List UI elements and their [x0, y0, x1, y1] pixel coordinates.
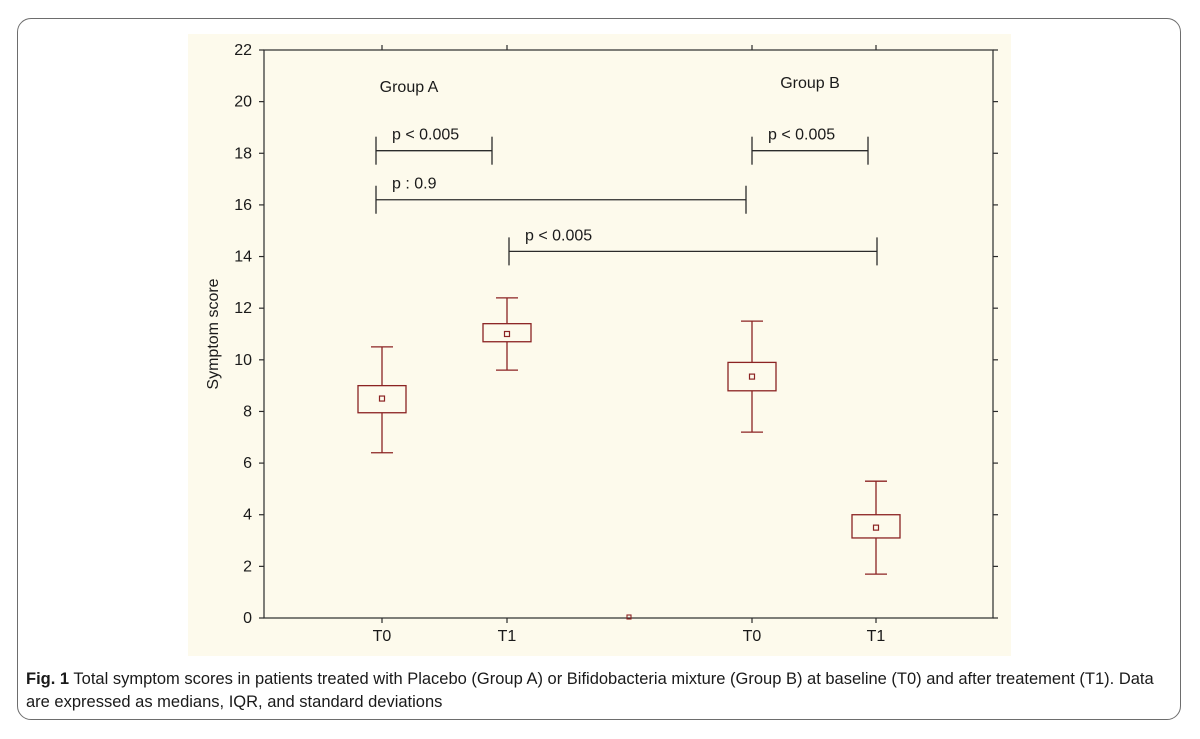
group-a-label: Group A	[380, 79, 439, 96]
y-tick-label: 10	[234, 352, 252, 369]
comparison-brackets: p < 0.005 p < 0.005 p : 0.9 p < 0.005	[375, 127, 878, 266]
y-tick-label: 12	[234, 300, 252, 317]
y-tick-label: 18	[234, 145, 252, 162]
y-tick-label: 20	[234, 94, 252, 111]
x-tick-label: T0	[373, 628, 392, 645]
y-tick-label: 14	[234, 249, 252, 266]
plot-frame	[263, 49, 994, 619]
median-marker	[378, 395, 386, 402]
y-tick-label: 22	[234, 42, 252, 59]
iqr-box	[727, 361, 777, 392]
axes: 0 2 4 6 8 10 12 14 16 18 20 22 T0 T1 T0 T1 Symptom score	[205, 42, 998, 645]
box-group-a-t1	[482, 297, 532, 371]
figure-caption: Fig. 1 Total symptom scores in patients …	[26, 668, 1176, 714]
median-marker	[748, 373, 756, 380]
y-tick-label: 16	[234, 197, 252, 214]
caption-text: Total symptom scores in patients treated…	[26, 670, 1154, 711]
y-tick-label: 8	[243, 403, 252, 420]
x-tick-label: T1	[498, 628, 517, 645]
x-tick-label: T1	[867, 628, 886, 645]
comparison-p-label: p < 0.005	[768, 127, 835, 144]
y-tick-label: 0	[243, 610, 252, 627]
iqr-box	[482, 323, 532, 343]
y-axis-label: Symptom score	[205, 278, 222, 389]
boxes	[357, 297, 901, 620]
comparison-p-label: p : 0.9	[392, 176, 437, 193]
x-tick-label: T0	[743, 628, 762, 645]
iqr-box	[851, 514, 901, 539]
stray-point	[626, 614, 632, 620]
caption-label: Fig. 1	[26, 670, 70, 688]
group-b-label: Group B	[780, 75, 840, 92]
median-marker	[872, 524, 880, 531]
comparison-p-label: p < 0.005	[525, 227, 592, 244]
y-tick-label: 4	[243, 507, 252, 524]
comparison-p-label: p < 0.005	[392, 127, 459, 144]
plot-background	[188, 34, 1011, 656]
box-group-b-t0	[727, 320, 777, 433]
iqr-box	[357, 384, 407, 414]
median-marker	[503, 330, 511, 338]
group-labels: Group A Group B	[380, 75, 840, 96]
box-group-a-t0	[357, 346, 407, 454]
box-group-b-t1	[851, 480, 901, 575]
y-tick-label: 2	[243, 558, 252, 575]
y-tick-label: 6	[243, 455, 252, 472]
